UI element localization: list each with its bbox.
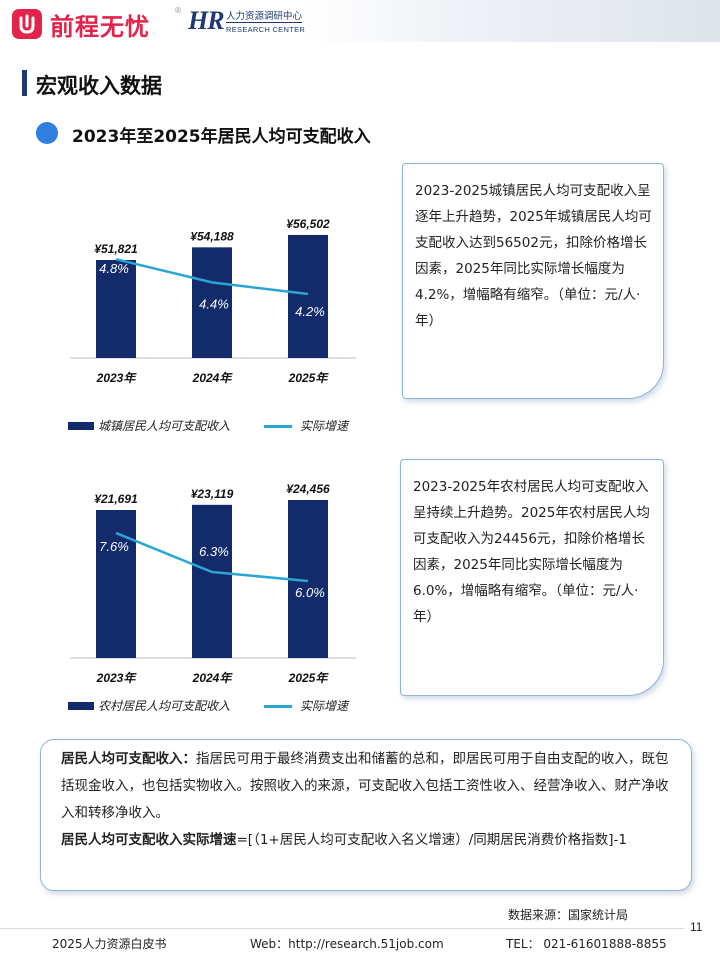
definition-growth-text: =[（1+居民人均可支配收入名义增速）/同期居民消费价格指数]-1 [236, 832, 628, 848]
growth-value-label: 4.2% [295, 304, 325, 319]
section-title: 宏观收入数据 [36, 74, 162, 98]
legend-bar-label: 城镇居民人均可支配收入 [98, 419, 231, 433]
definition-growth: 居民人均可支配收入实际增速=[（1+居民人均可支配收入名义增速）/同期居民消费价… [61, 827, 673, 854]
growth-value-label: 4.8% [99, 261, 129, 276]
legend-line-label: 实际增速 [300, 419, 349, 433]
qianchengwuyou-logo-icon [12, 9, 42, 39]
header-band [300, 0, 720, 42]
page-number: 11 [690, 920, 703, 934]
bar-value-label: ¥21,691 [94, 492, 138, 506]
growth-line [115, 257, 309, 296]
urban-income-chart: ¥51,821 2023年 ¥54,188 2024年 ¥56,502 2025年 4.8%… [60, 170, 380, 390]
bar-value-label: ¥24,456 [286, 482, 330, 496]
bar-1 [96, 260, 136, 358]
rural-income-chart: ¥21,691 2023年 ¥23,119 2024年 ¥24,456 2025年 7.6%… [60, 460, 380, 690]
subsection-title: 2023年至2025年居民人均可支配收入 [72, 127, 371, 147]
bar-2 [192, 247, 232, 358]
footer-title: 2025人力资源白皮书 [52, 937, 167, 951]
growth-line [115, 531, 309, 583]
footer-divider [0, 928, 684, 929]
hr-center-name-cn: 人力资源调研中心 [226, 11, 303, 22]
bar-2 [192, 504, 232, 658]
category-label: 2023年 [96, 371, 138, 385]
growth-value-label: 6.3% [199, 544, 229, 559]
definition-growth-term: 居民人均可支配收入实际增速 [61, 832, 237, 848]
bar-value-label: ¥23,119 [191, 487, 234, 501]
category-label: 2025年 [288, 671, 330, 685]
subsection-bullet-icon [36, 122, 58, 144]
bar-value-label: ¥56,502 [286, 217, 330, 231]
legend-bar-swatch [68, 422, 94, 430]
footer-tel: TEL： 021-61601888-8855 [506, 937, 667, 951]
category-label: 2024年 [192, 671, 234, 685]
urban-income-chart-svg: ¥51,821 2023年 ¥54,188 2024年 ¥56,502 2025年 4.8%… [70, 217, 356, 385]
definition-income-term: 居民人均可支配收入： [61, 751, 196, 767]
bar-3 [288, 234, 328, 358]
category-label: 2024年 [192, 371, 234, 385]
legend-bar-label: 农村居民人均可支配收入 [98, 699, 231, 713]
bar-value-label: ¥51,821 [94, 242, 138, 256]
definition-income-text: 指居民可用于最终消费支出和储蓄的总和，即居民可用于自由支配的收入，既包括现金收入… [61, 751, 669, 821]
category-label: 2025年 [288, 371, 330, 385]
definition-box: 居民人均可支配收入：指居民可用于最终消费支出和储蓄的总和，即居民可用于自由支配的… [40, 739, 692, 891]
definition-income: 居民人均可支配收入：指居民可用于最终消费支出和储蓄的总和，即居民可用于自由支配的… [61, 746, 673, 827]
growth-value-label: 7.6% [99, 539, 129, 554]
growth-value-label: 4.4% [199, 296, 229, 311]
registered-mark: ® [174, 6, 182, 15]
hr-logo-mark: HR [188, 6, 225, 35]
page-header: 前程无忧 ® HR 人力资源调研中心 RESEARCH CENTER [0, 0, 720, 46]
legend-line-swatch [264, 425, 292, 428]
legend-line-label: 实际增速 [300, 699, 349, 713]
brand-name: 前程无忧 [50, 13, 150, 41]
rural-income-chart-svg: ¥21,691 2023年 ¥23,119 2024年 ¥24,456 2025年 7.6%… [70, 482, 356, 685]
bar-1 [96, 510, 136, 658]
legend-line-swatch [264, 705, 292, 708]
rural-income-note: 2023-2025年农村居民人均可支配收入呈持续上升趋势。2025年农村居民人均… [400, 459, 664, 696]
section-marker [22, 70, 27, 96]
urban-income-note: 2023-2025城镇居民人均可支配收入呈逐年上升趋势，2025年城镇居民人均可… [402, 163, 664, 399]
category-label: 2023年 [96, 671, 138, 685]
hr-divider [226, 22, 302, 23]
data-source: 数据来源：国家统计局 [508, 908, 629, 922]
footer-web: Web：http://research.51job.com [250, 937, 444, 951]
growth-value-label: 6.0% [295, 585, 325, 600]
bar-value-label: ¥54,188 [190, 229, 234, 243]
legend-bar-swatch [68, 702, 94, 710]
hr-center-name-en: RESEARCH CENTER [226, 25, 306, 34]
